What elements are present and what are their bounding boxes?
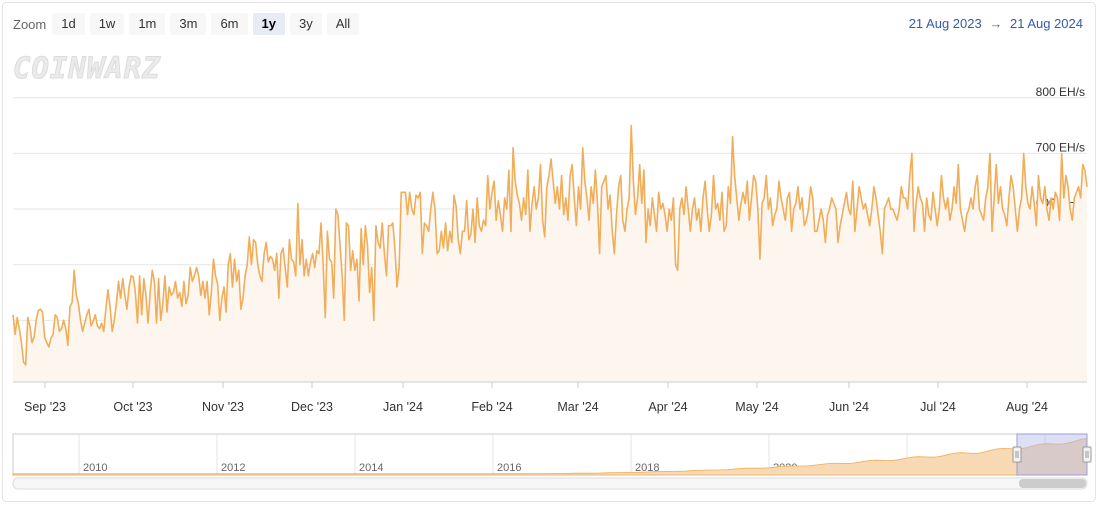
- zoom-label: Zoom: [13, 16, 47, 32]
- navigator-left-handle[interactable]: [1012, 446, 1022, 463]
- scrollbar-track[interactable]: [12, 477, 1088, 490]
- navigator-year-label: 2018: [635, 462, 659, 474]
- x-tick-label: Jun '24: [829, 400, 869, 414]
- x-tick-label: Jan '24: [383, 400, 423, 414]
- x-tick-label: Nov '23: [202, 400, 244, 414]
- zoom-bar: Zoom 1d 1w 1m 3m 6m 1y 3y All: [13, 13, 364, 35]
- x-tick-label: Dec '23: [291, 400, 333, 414]
- hashrate-area: [13, 125, 1087, 382]
- zoom-3y-button[interactable]: 3y: [289, 13, 322, 35]
- navigator-right-handle[interactable]: [1082, 446, 1092, 463]
- date-range: 21 Aug 2023 → 21 Aug 2024: [909, 16, 1083, 31]
- zoom-1d-button[interactable]: 1d: [52, 13, 85, 35]
- navigator-year-label: 2012: [221, 462, 245, 474]
- navigator-year-label: 2010: [83, 462, 107, 474]
- y-tick-label: 700 EH/s: [1036, 140, 1085, 154]
- x-tick-label: Aug '24: [1006, 400, 1048, 414]
- zoom-1y-button[interactable]: 1y: [252, 13, 285, 35]
- x-tick-label: Apr '24: [648, 400, 687, 414]
- navigator-year-label: 2016: [497, 462, 521, 474]
- scrollbar-thumb[interactable]: [1019, 479, 1086, 488]
- zoom-1w-button[interactable]: 1w: [89, 13, 125, 35]
- zoom-all-button[interactable]: All: [326, 13, 360, 35]
- coinwarz-watermark-logo: COINWARZ: [13, 51, 161, 86]
- x-tick-label: May '24: [735, 400, 778, 414]
- range-to-date[interactable]: 21 Aug 2024: [1009, 16, 1083, 31]
- navigator-year-label: 2014: [359, 462, 383, 474]
- x-tick-label: Oct '23: [113, 400, 152, 414]
- x-tick-label: Mar '24: [557, 400, 598, 414]
- x-tick-label: Feb '24: [471, 400, 512, 414]
- y-tick-label: 800 EH/s: [1036, 85, 1085, 99]
- navigator-series: [12, 438, 1088, 476]
- x-tick-label: Jul '24: [920, 400, 956, 414]
- range-from-date[interactable]: 21 Aug 2023: [908, 16, 982, 31]
- range-arrow: →: [989, 16, 1003, 31]
- navigator-selection: [1016, 433, 1088, 476]
- zoom-1m-button[interactable]: 1m: [129, 13, 166, 35]
- x-tick-label: Sep '23: [24, 400, 66, 414]
- hashrate-line: [12, 124, 1088, 366]
- zoom-3m-button[interactable]: 3m: [170, 13, 207, 35]
- zoom-6m-button[interactable]: 6m: [211, 13, 248, 35]
